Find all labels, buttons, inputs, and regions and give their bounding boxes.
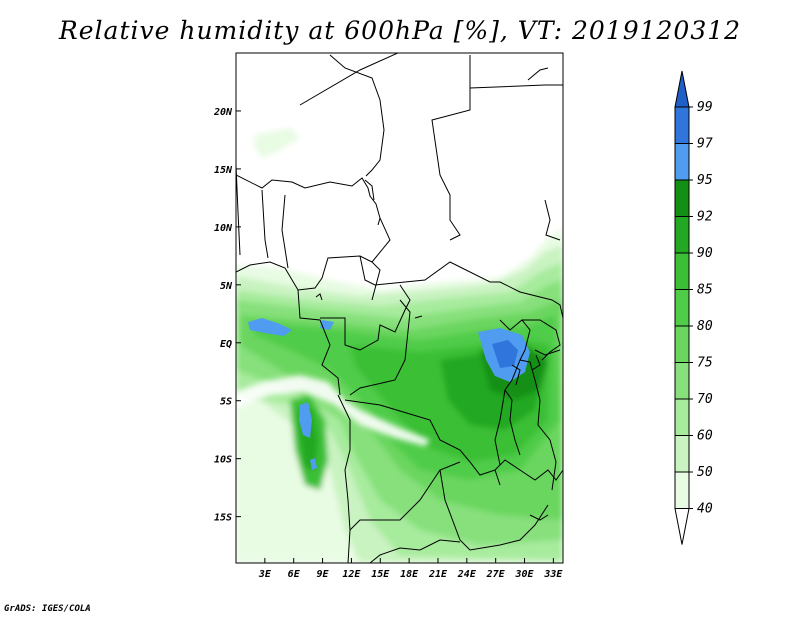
y-tick-label: 15N [214, 165, 233, 176]
colorbar: 99 97 95 92 90 85 80 75 70 60 50 40 [674, 70, 713, 545]
x-tick-label: 3E [258, 569, 272, 580]
rh-region-95-97-coast [248, 318, 292, 336]
country-borders [236, 53, 563, 563]
plot-frame [235, 52, 564, 564]
y-tick-label: 10S [214, 455, 232, 466]
colorbar-segment [674, 143, 690, 181]
x-tick-label: 9E [317, 569, 330, 580]
colorbar-label: 50 [697, 465, 713, 480]
rh-region-95-97-dot [310, 458, 317, 470]
colorbar-label: 80 [697, 319, 713, 334]
rh-region-95-97-angola [299, 402, 312, 438]
y-tick-label: 15S [214, 513, 232, 524]
credit-label: GrADS: IGES/COLA [4, 604, 91, 614]
x-tick-label: 27E [486, 569, 506, 580]
x-tick-label: 33E [543, 569, 563, 580]
y-axis: 20N 15N 10N 5N EQ 5S 10S 15S [213, 107, 241, 524]
colorbar-label: 40 [697, 502, 713, 517]
y-tick-label: 5S [220, 397, 232, 408]
colorbar-label: 97 [697, 137, 713, 152]
colorbar-segment [674, 252, 690, 290]
colorbar-segment [674, 362, 690, 400]
x-tick-label: 24E [457, 569, 477, 580]
colorbar-segment [674, 471, 690, 509]
colorbar-segment [674, 106, 690, 144]
colorbar-segment [674, 508, 690, 545]
colorbar-label: 99 [697, 100, 713, 115]
colorbar-segment [674, 179, 690, 217]
colorbar-segment [674, 70, 690, 108]
colorbar-label: 60 [697, 429, 713, 444]
colorbar-label: 90 [697, 246, 713, 261]
colorbar-label: 75 [697, 356, 713, 371]
x-tick-label: 21E [428, 569, 448, 580]
y-tick-label: 20N [213, 107, 233, 118]
y-tick-label: 5N [220, 281, 233, 292]
x-tick-label: 18E [400, 569, 419, 580]
y-tick-label: EQ [220, 339, 232, 350]
colorbar-label: 70 [697, 392, 713, 407]
colorbar-label: 85 [697, 283, 713, 298]
x-tick-label: 6E [288, 569, 301, 580]
rh-region-97-99 [492, 340, 518, 368]
colorbar-label: 92 [697, 210, 713, 225]
x-tick-label: 15E [371, 569, 390, 580]
colorbar-segment [674, 289, 690, 327]
colorbar-segment [674, 435, 690, 473]
map-title: Relative humidity at 600hPa [%], VT: 201… [58, 16, 742, 45]
x-tick-label: 12E [342, 569, 361, 580]
dry-tongue [236, 375, 430, 446]
rh-region-40-50-north [255, 128, 300, 158]
colorbar-segment [674, 398, 690, 436]
colorbar-segment [674, 216, 690, 254]
x-axis: 3E 6E 9E 12E 15E 18E 21E 24E 27E 30E 33E [258, 558, 563, 580]
colorbar-label: 95 [697, 173, 713, 188]
humidity-field [236, 53, 563, 563]
colorbar-segment [674, 325, 690, 363]
x-tick-label: 30E [514, 569, 534, 580]
y-tick-label: 10N [214, 223, 233, 234]
